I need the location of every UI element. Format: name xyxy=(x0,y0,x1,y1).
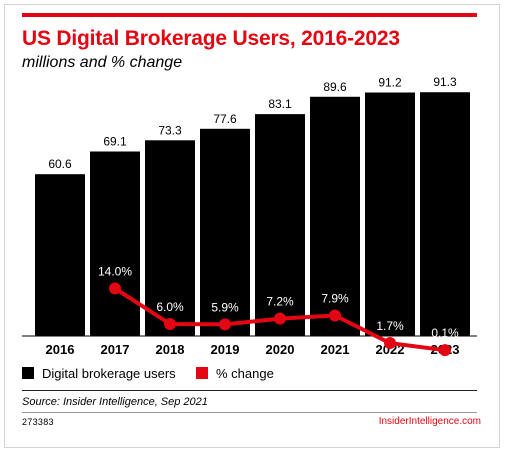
bar-value-label: 73.3 xyxy=(158,123,182,137)
bar-value-label: 91.3 xyxy=(433,75,457,89)
pct-change-point xyxy=(109,282,121,295)
pct-change-point xyxy=(439,344,451,357)
pct-change-label: 7.9% xyxy=(321,292,349,306)
x-tick-label: 2018 xyxy=(156,342,185,357)
chart-subtitle: millions and % change xyxy=(22,54,183,71)
chart-title: US Digital Brokerage Users, 2016-2023 xyxy=(22,27,400,50)
legend-item-pct-change: % change xyxy=(196,365,274,381)
footer-divider-lower xyxy=(22,412,477,413)
source-note: Source: Insider Intelligence, Sep 2021 xyxy=(22,396,208,408)
legend-label-users: Digital brokerage users xyxy=(42,365,176,381)
chart-id: 273383 xyxy=(22,417,54,427)
bar-2021 xyxy=(310,96,360,336)
bar-2016 xyxy=(35,174,85,336)
legend-item-users: Digital brokerage users xyxy=(22,365,176,381)
pct-change-label: 5.9% xyxy=(211,300,239,314)
x-tick-label: 2019 xyxy=(211,342,240,357)
bar-2018 xyxy=(145,140,195,336)
bar-2017 xyxy=(90,151,140,336)
x-tick-label: 2020 xyxy=(266,342,295,357)
bar-2019 xyxy=(200,128,250,336)
x-tick-label: 2021 xyxy=(321,342,350,357)
bar-value-label: 60.6 xyxy=(48,157,72,171)
bar-2022 xyxy=(365,92,415,336)
x-tick-label: 2016 xyxy=(46,342,75,357)
pct-change-label: 1.7% xyxy=(376,319,404,333)
bar-value-label: 83.1 xyxy=(268,97,292,111)
legend-swatch-users xyxy=(22,367,34,379)
pct-change-label: 14.0% xyxy=(98,264,132,278)
bar-value-label: 91.2 xyxy=(378,75,402,89)
x-tick-label: 2017 xyxy=(101,342,130,357)
pct-change-label: 0.1% xyxy=(431,326,459,340)
legend-swatch-pct-change xyxy=(196,367,208,379)
brand-link[interactable]: InsiderIntelligence.com xyxy=(378,416,481,427)
bar-value-label: 89.6 xyxy=(323,80,347,94)
chart-plot: 60.6 69.1 73.3 77.6 83.1 89.6 91.2 91.3 2016 201… xyxy=(22,75,477,357)
legend-label-pct-change: % change xyxy=(216,365,274,381)
bar-2020 xyxy=(255,114,305,336)
bar-2023 xyxy=(420,92,470,336)
pct-change-point xyxy=(329,309,341,322)
accent-bar xyxy=(22,13,477,17)
footer-divider xyxy=(22,390,477,391)
pct-change-label: 6.0% xyxy=(156,300,184,314)
bar-value-label: 77.6 xyxy=(213,112,237,126)
pct-change-point xyxy=(384,337,396,350)
pct-change-point xyxy=(274,312,286,325)
pct-change-label: 7.2% xyxy=(266,295,294,309)
pct-change-point xyxy=(164,317,176,330)
chart-card xyxy=(4,4,500,448)
bar-value-label: 69.1 xyxy=(103,135,127,149)
pct-change-point xyxy=(219,318,231,331)
